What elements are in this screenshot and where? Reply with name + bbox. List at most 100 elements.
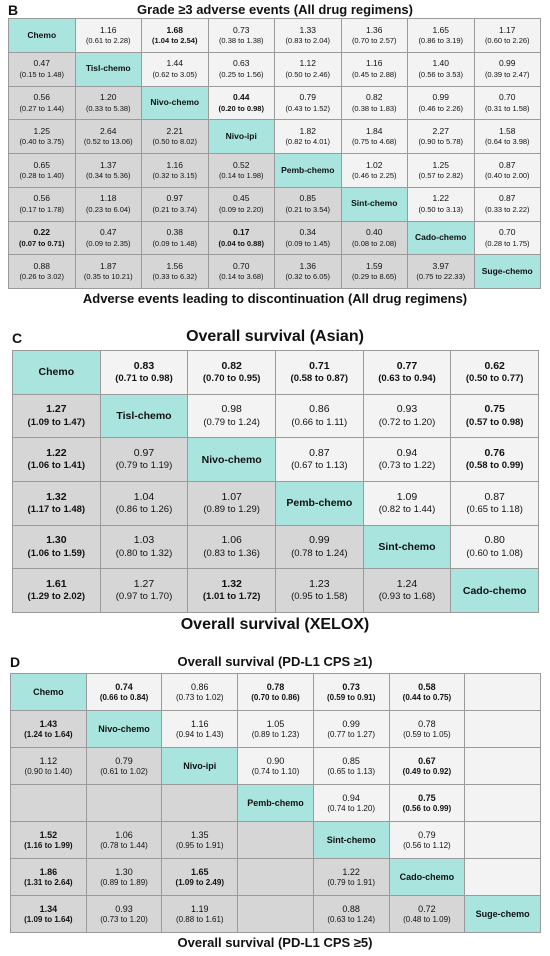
estimate-cell: 1.37 (0.34 to 5.36)	[74, 153, 142, 188]
treatment-cell: Nivo-ipi	[161, 747, 239, 785]
confidence-interval: (1.04 to 2.54)	[152, 36, 198, 46]
confidence-interval: (0.56 to 1.12)	[403, 840, 451, 850]
estimate: 0.94	[342, 792, 360, 803]
estimate: 1.23	[309, 578, 330, 591]
estimate-cell: 1.32 (1.01 to 1.72)	[187, 568, 276, 613]
confidence-interval: (0.73 to 1.20)	[100, 914, 148, 924]
confidence-interval: (0.07 to 0.71)	[19, 238, 65, 248]
estimate: 0.93	[115, 903, 133, 914]
confidence-interval: (0.63 to 1.24)	[327, 914, 375, 924]
estimate: 0.86	[309, 403, 330, 416]
confidence-interval: (0.74 to 1.20)	[327, 803, 375, 813]
estimate: 1.18	[99, 193, 117, 204]
confidence-interval: (0.28 to 1.75)	[484, 238, 530, 248]
estimate-cell: 0.52 (0.14 to 1.98)	[207, 153, 275, 188]
estimate-cell: 0.75 (0.56 to 0.99)	[388, 784, 466, 822]
confidence-interval: (0.79 to 1.24)	[203, 416, 260, 428]
estimate: 0.97	[166, 193, 184, 204]
estimate: 0.99	[309, 534, 330, 547]
treatment-label: Suge-chemo	[475, 908, 530, 919]
treatment-cell: Cado-chemo	[388, 858, 466, 896]
panel-title: Overall survival (Asian)	[186, 328, 364, 345]
confidence-interval: (1.06 to 1.59)	[27, 547, 86, 559]
estimate: 0.47	[33, 58, 51, 69]
estimate-cell: 1.25 (0.40 to 3.75)	[8, 119, 76, 154]
estimate: 2.64	[99, 125, 117, 136]
estimate: 0.47	[99, 227, 117, 238]
estimate: 0.85	[342, 755, 360, 766]
estimate-cell	[464, 858, 541, 896]
estimate-cell: 1.33 (0.83 to 2.04)	[274, 18, 342, 53]
estimate-cell: 0.67 (0.49 to 0.92)	[388, 747, 466, 785]
estimate: 1.35	[191, 829, 209, 840]
estimate: 0.85	[299, 193, 317, 204]
estimate-cell: 0.97 (0.21 to 3.74)	[141, 186, 209, 222]
confidence-interval: (0.14 to 1.98)	[218, 171, 264, 181]
estimate: 1.84	[365, 125, 383, 136]
estimate: 0.74	[115, 681, 133, 692]
confidence-interval: (0.48 to 1.09)	[403, 914, 451, 924]
confidence-interval: (0.25 to 1.56)	[218, 69, 264, 79]
estimate-cell	[464, 673, 541, 711]
confidence-interval: (0.95 to 1.58)	[291, 591, 348, 603]
confidence-interval: (0.63 to 0.94)	[378, 373, 436, 384]
estimate-cell: 0.74 (0.66 to 0.84)	[85, 673, 163, 711]
treatment-label: Suge-chemo	[481, 265, 533, 276]
estimate: 0.94	[396, 447, 418, 460]
estimate-cell: 1.36 (0.32 to 6.05)	[274, 254, 342, 289]
estimate-cell: 2.27 (0.90 to 5.78)	[407, 119, 475, 154]
estimate: 0.83	[133, 359, 155, 372]
estimate-cell: 0.87 (0.67 to 1.13)	[275, 437, 364, 482]
estimate: 2.21	[166, 125, 184, 136]
estimate: 0.87	[498, 193, 516, 204]
confidence-interval: (0.33 to 5.38)	[85, 103, 131, 113]
estimate: 0.79	[299, 92, 317, 103]
estimate: 0.88	[33, 260, 51, 271]
confidence-interval: (0.32 to 6.05)	[285, 272, 331, 282]
estimate: 1.30	[115, 866, 133, 877]
confidence-interval: (0.66 to 0.84)	[99, 692, 149, 702]
confidence-interval: (0.90 to 5.78)	[418, 137, 464, 147]
estimate: 0.17	[232, 227, 250, 238]
estimate-cell: 0.99 (0.46 to 2.26)	[407, 85, 475, 121]
confidence-interval: (0.40 to 2.00)	[484, 171, 530, 181]
estimate: 1.17	[498, 24, 516, 35]
estimate-cell: 0.99 (0.78 to 1.24)	[275, 524, 364, 570]
confidence-interval: (0.70 to 2.57)	[351, 36, 397, 46]
estimate-cell: 2.64 (0.52 to 13.06)	[74, 119, 142, 154]
estimate-cell: 0.97 (0.79 to 1.19)	[99, 437, 189, 482]
confidence-interval: (0.90 to 1.40)	[24, 766, 73, 776]
estimate: 1.68	[166, 24, 184, 35]
confidence-interval: (1.29 to 2.02)	[27, 591, 86, 603]
estimate-cell: 0.56 (0.27 to 1.44)	[8, 85, 76, 121]
confidence-interval: (0.38 to 1.83)	[351, 103, 397, 113]
treatment-cell: Chemo	[12, 350, 101, 395]
estimate: 1.20	[99, 92, 117, 103]
confidence-interval: (0.73 to 1.22)	[378, 460, 436, 472]
confidence-interval: (1.06 to 1.41)	[27, 460, 86, 472]
estimate-cell: 0.73 (0.38 to 1.38)	[207, 18, 275, 53]
estimate-cell: 0.78 (0.59 to 1.05)	[388, 710, 466, 748]
confidence-interval: (0.38 to 1.38)	[218, 36, 264, 46]
estimate-cell: 1.35 (0.95 to 1.91)	[161, 821, 239, 859]
confidence-interval: (0.32 to 3.15)	[152, 171, 198, 181]
estimate: 1.16	[99, 24, 117, 35]
treatment-cell: Pemb-chemo	[274, 153, 342, 188]
treatment-label: Cado-chemo	[399, 871, 455, 882]
estimate-cell: 0.85 (0.21 to 3.54)	[274, 186, 342, 222]
confidence-interval: (0.73 to 1.02)	[175, 692, 224, 702]
treatment-cell: Tisl-chemo	[99, 393, 189, 439]
estimate: 0.44	[232, 92, 250, 103]
estimate-cell: 0.93 (0.73 to 1.20)	[85, 895, 163, 933]
estimate-cell: 1.34 (1.09 to 1.64)	[10, 895, 87, 933]
panel-footer: Overall survival (PD-L1 CPS ≥5)	[177, 935, 373, 950]
estimate: 0.78	[418, 718, 436, 729]
treatment-label: Tisl-chemo	[116, 409, 172, 422]
treatment-label: Pemb-chemo	[281, 164, 335, 175]
confidence-interval: (0.50 to 0.77)	[465, 373, 524, 384]
estimate: 0.71	[309, 359, 330, 372]
estimate-cell: 0.83 (0.71 to 0.98)	[99, 350, 189, 395]
confidence-interval: (0.14 to 3.68)	[218, 272, 264, 282]
confidence-interval: (0.50 to 8.02)	[152, 137, 198, 147]
confidence-interval: (0.78 to 1.24)	[291, 547, 348, 559]
